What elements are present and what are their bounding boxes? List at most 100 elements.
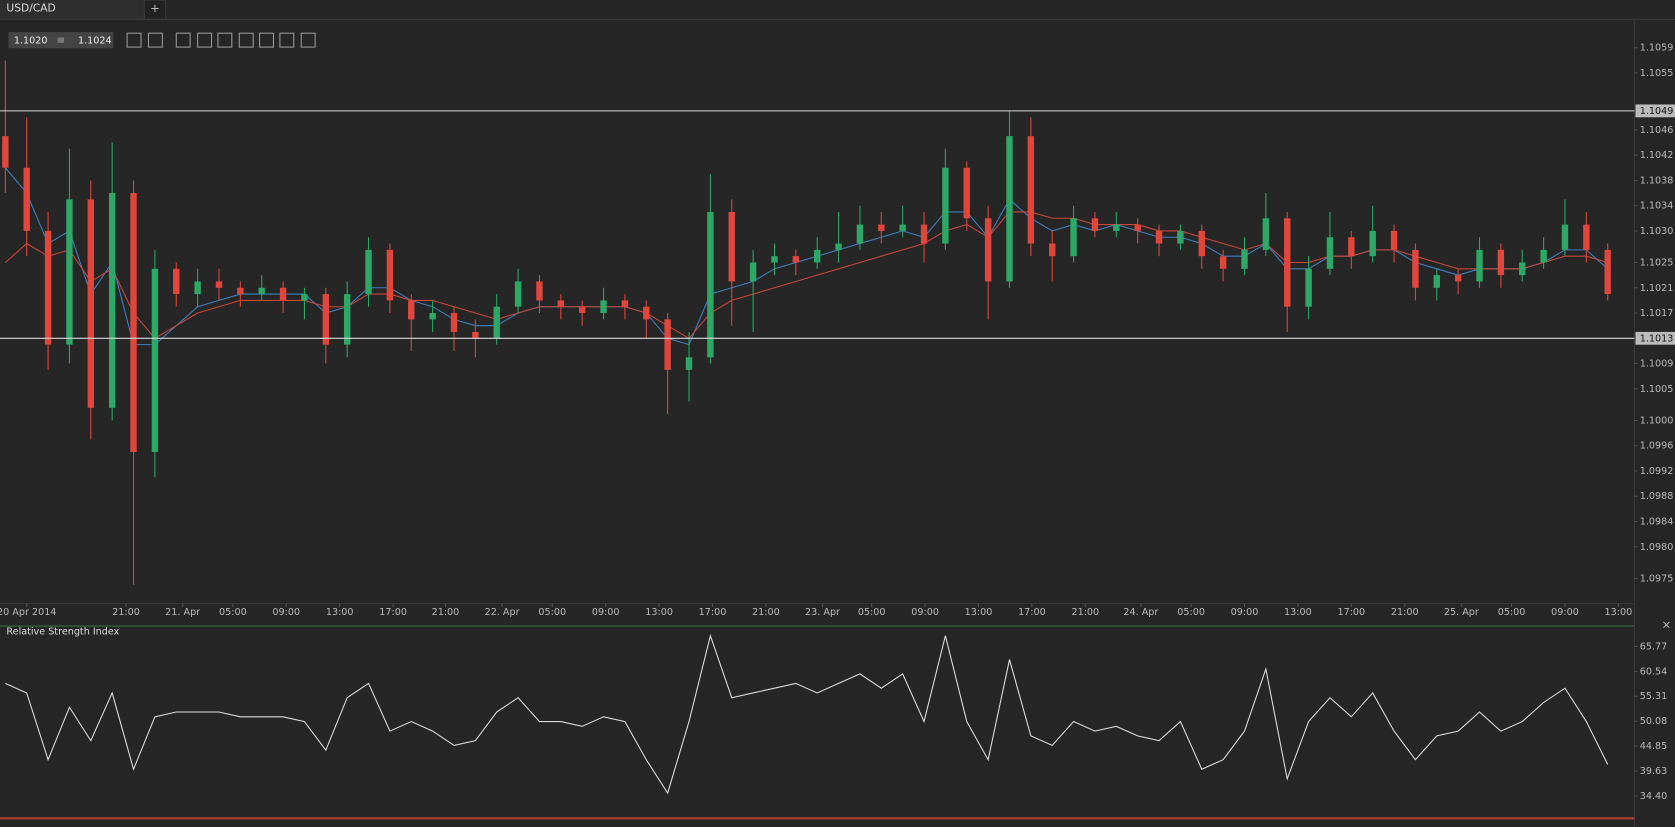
x-tick-label: 20 Apr 2014 (0, 607, 56, 618)
candle-body (1561, 224, 1569, 250)
candle-body (194, 281, 201, 295)
y-tick-label: 1.1005 (1640, 384, 1674, 395)
candle-body (1113, 224, 1120, 231)
x-tick-label: 13:00 (326, 607, 354, 618)
x-tick-label: 09:00 (592, 607, 620, 618)
x-tick-label: 13:00 (965, 607, 993, 618)
tab[interactable] (0, 0, 145, 20)
x-tick-label: 05:00 (538, 607, 566, 618)
candle-body (984, 218, 992, 282)
y-tick-label: 1.1017 (1640, 308, 1674, 319)
y-tick-label: 39.63 (1640, 766, 1668, 777)
candle-body (2, 136, 9, 168)
x-tick-label: 21:00 (1071, 607, 1099, 618)
candle-body (1134, 224, 1141, 231)
y-tick-label: 1.1042 (1640, 150, 1674, 161)
candle-body (1241, 249, 1248, 269)
candle-body (856, 224, 864, 244)
candle-body (792, 256, 800, 263)
timeframe[interactable] (175, 32, 191, 48)
candle-body (1604, 249, 1611, 295)
candle-body (685, 357, 693, 370)
toolbar (126, 32, 316, 48)
x-tick-label: 21:00 (432, 607, 460, 618)
candle-body (1412, 249, 1419, 288)
x-tick-label: 09:00 (1551, 607, 1579, 618)
hline-label: 1.1013 (1640, 333, 1674, 344)
candle-body (664, 319, 671, 370)
template[interactable] (238, 32, 254, 48)
candle-body (1177, 230, 1184, 244)
candle-body (343, 294, 351, 345)
bid: 1.1020 (14, 36, 48, 47)
candle-body (878, 224, 885, 231)
candle-body (536, 281, 543, 301)
candle-body (130, 193, 137, 453)
x-tick-label: 17:00 (379, 607, 407, 618)
candle-body (1583, 224, 1590, 250)
y-tick-label: 34.40 (1640, 791, 1668, 802)
candle-body (1049, 243, 1056, 257)
candle-body (1070, 218, 1077, 257)
candle-body (1262, 218, 1270, 250)
x-tick-label: 05:00 (858, 607, 886, 618)
y-tick-label: 1.1030 (1640, 226, 1674, 237)
candle-body (215, 281, 223, 288)
export[interactable] (279, 32, 295, 48)
x-tick-label: 09:00 (272, 607, 300, 618)
close-panel[interactable]: × (1662, 618, 1672, 632)
candle-body (1219, 256, 1227, 269)
candle-body (1369, 230, 1376, 257)
zoom-out[interactable] (126, 32, 142, 48)
candle-body (429, 313, 436, 320)
y-tick-label: 1.1009 (1640, 359, 1674, 370)
x-tick-label: 13:00 (1284, 607, 1312, 618)
x-tick-label: 24. Apr (1123, 607, 1158, 618)
y-tick-label: 1.1034 (1640, 201, 1674, 212)
x-tick-label: 21. Apr (165, 607, 200, 618)
candle-body (1540, 249, 1547, 263)
candle-body (771, 256, 778, 263)
candle-body (1390, 230, 1398, 250)
tab-title: USD/CAD (6, 2, 55, 15)
rsi-line (5, 633, 1609, 795)
objects[interactable] (259, 32, 275, 48)
candle-body (66, 199, 73, 345)
draw[interactable] (300, 32, 316, 48)
candle-body (237, 287, 244, 295)
x-tick-label: 05:00 (219, 607, 247, 618)
candle-body (173, 268, 180, 295)
candle-body (108, 193, 116, 408)
y-tick-label: 1.0975 (1640, 573, 1674, 584)
candle-body (408, 300, 415, 320)
x-tick-label: 25. Apr (1444, 607, 1479, 618)
x-tick-label: 21:00 (752, 607, 780, 618)
y-tick-label: 1.0988 (1640, 491, 1674, 502)
x-tick-label: 05:00 (1177, 607, 1205, 618)
candle-body (899, 224, 906, 231)
candle-body (23, 167, 30, 231)
y-tick-label: 1.1021 (1640, 283, 1674, 294)
candle-body (1433, 275, 1440, 288)
x-tick-label: 13:00 (1605, 607, 1633, 618)
y-tick-label: 1.1046 (1640, 125, 1674, 136)
candle-body (813, 249, 821, 263)
zoom-in[interactable] (147, 32, 163, 48)
candle-body (1198, 230, 1205, 257)
moving-average (4, 211, 1608, 339)
candle-body (365, 249, 372, 295)
candle-body (643, 306, 650, 320)
candle-body (578, 306, 586, 314)
candle-body (1284, 218, 1291, 307)
chart-type[interactable] (197, 32, 213, 48)
candle-body (258, 287, 265, 295)
indicators[interactable] (217, 32, 233, 48)
y-tick-label: 1.0996 (1640, 441, 1674, 452)
candle-body (1326, 237, 1334, 269)
candle-body (87, 199, 95, 408)
y-tick-label: 1.0992 (1640, 466, 1674, 477)
candle-body (707, 211, 714, 358)
y-tick-label: 60.54 (1640, 666, 1668, 677)
